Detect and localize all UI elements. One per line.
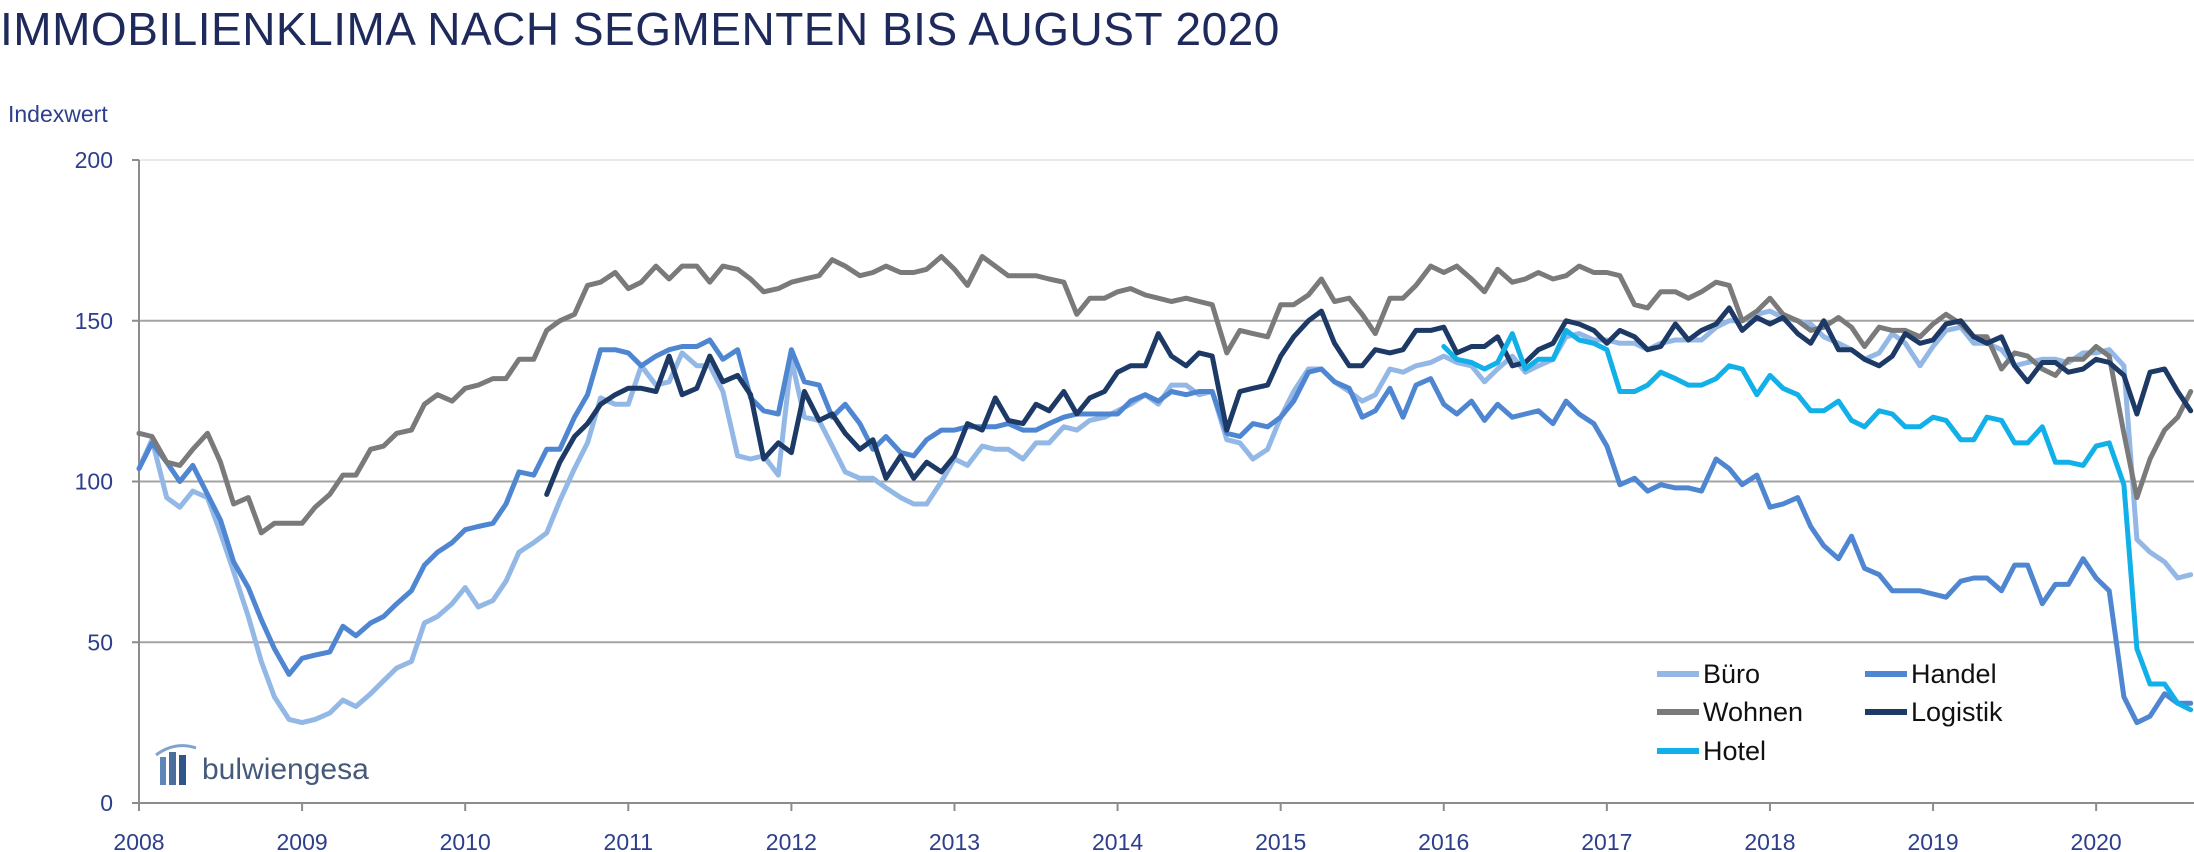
- y-axis-label: Indexwert: [8, 101, 108, 127]
- logo-wordmark: bulwiengesa: [202, 753, 369, 786]
- x-tick-label: 2016: [1418, 829, 1469, 852]
- axes: 0 50 100 150 200 2008 2009 2010 2011 2012 2013 2014…: [75, 147, 2194, 852]
- legend-label: Handel: [1911, 659, 1997, 689]
- x-tick-label: 2015: [1255, 829, 1306, 852]
- x-tick-label: 2011: [604, 829, 653, 852]
- x-tick-label: 2017: [1581, 829, 1632, 852]
- bulwiengesa-logo: bulwiengesa: [155, 744, 369, 786]
- x-tick-label: 2012: [766, 829, 817, 852]
- series-line-handel: [136, 337, 2194, 726]
- y-tick-label: 100: [75, 469, 113, 495]
- gridlines: [139, 159, 2194, 644]
- legend-label: Büro: [1703, 659, 1760, 689]
- series-line-hotel: [1441, 327, 2194, 713]
- x-tick-label: 2018: [1744, 829, 1795, 852]
- x-tick-label: 2013: [929, 829, 980, 852]
- y-tick-label: 50: [87, 629, 113, 655]
- series-lines: [136, 254, 2194, 726]
- x-tick-label: 2019: [1907, 829, 1958, 852]
- y-tick-label: 150: [75, 308, 113, 334]
- x-tick-label: 2008: [113, 829, 164, 852]
- chart-title: IMMOBILIENKLIMA NACH SEGMENTEN BIS AUGUS…: [0, 3, 1280, 55]
- series-line-wohnen: [136, 254, 2194, 536]
- x-tick-label: 2009: [277, 829, 328, 852]
- x-tick-label: 2020: [2071, 829, 2122, 852]
- series-line-logistik: [544, 305, 2194, 497]
- legend-label: Hotel: [1703, 736, 1766, 766]
- legend-label: Logistik: [1911, 697, 2003, 727]
- x-tick-label: 2014: [1092, 829, 1143, 852]
- legend: Büro Handel Wohnen Logistik Hotel: [1657, 659, 2003, 766]
- logo-icon: [155, 744, 197, 785]
- x-tick-label: 2010: [440, 829, 491, 852]
- series-line-buero: [136, 308, 2194, 726]
- legend-label: Wohnen: [1703, 697, 1803, 727]
- y-tick-label: 200: [75, 147, 113, 173]
- y-tick-label: 0: [100, 790, 113, 816]
